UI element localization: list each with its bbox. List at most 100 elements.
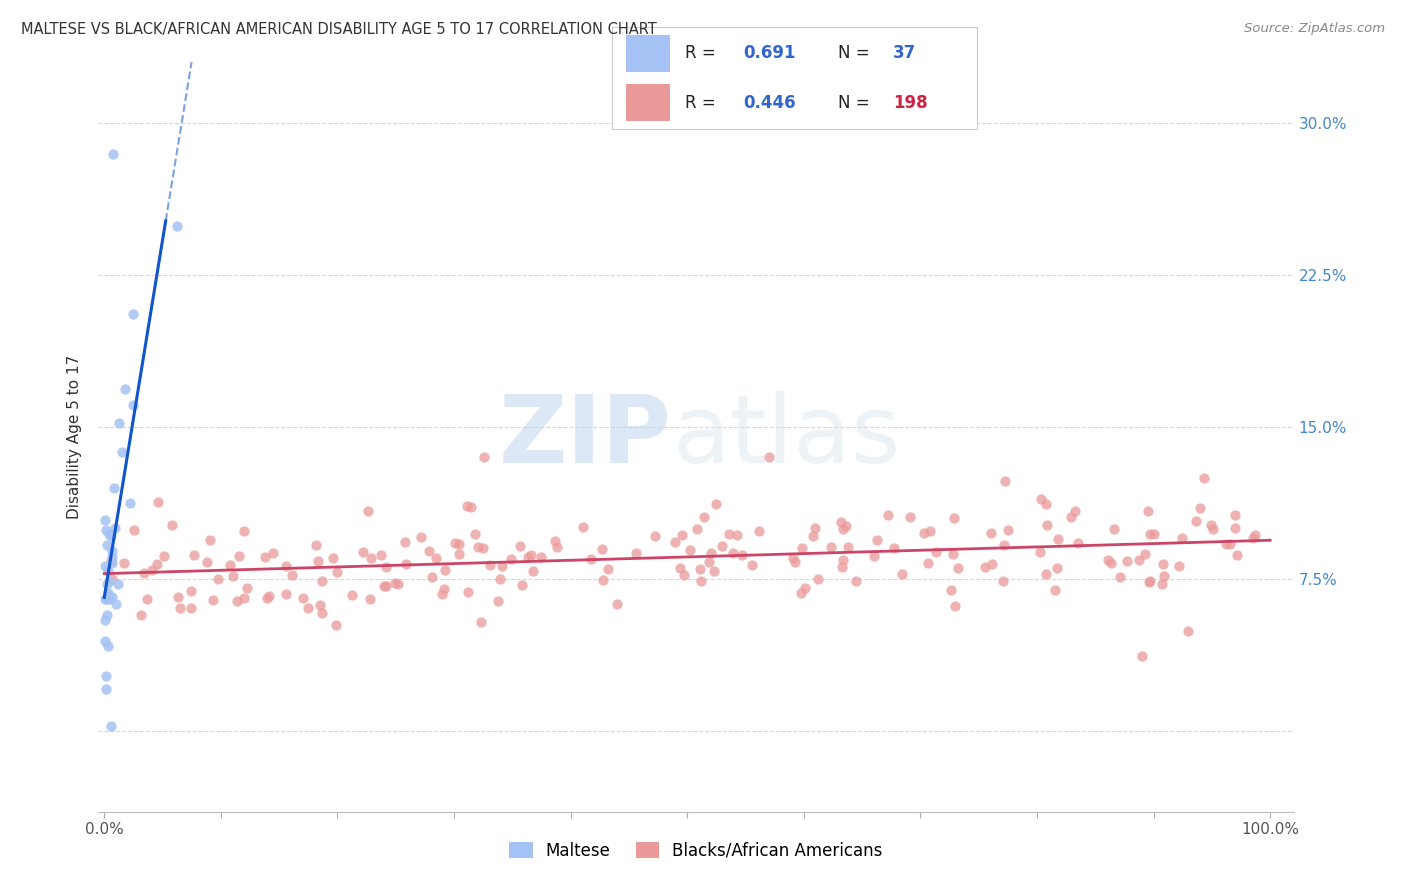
Text: 198: 198: [893, 94, 928, 112]
Point: [297, 600, 319, 615]
Point: [1046, 561, 1069, 575]
Point: [717, 527, 740, 541]
Point: [1133, 547, 1156, 561]
Point: [699, 546, 721, 560]
Point: [1130, 648, 1153, 663]
Point: [97, 588, 120, 602]
Point: [103, 481, 125, 495]
Point: [219, 558, 242, 572]
Point: [704, 497, 727, 511]
Point: [198, 533, 221, 547]
Point: [925, 545, 948, 559]
Text: 0.691: 0.691: [744, 45, 796, 62]
Point: [101, 146, 124, 161]
Point: [148, 494, 170, 508]
Point: [464, 526, 486, 541]
Point: [253, 549, 276, 564]
Point: [276, 558, 298, 573]
Point: [912, 525, 935, 540]
Point: [433, 582, 456, 597]
Point: [807, 572, 830, 586]
Point: [1097, 552, 1119, 566]
Point: [101, 544, 124, 558]
Point: [1188, 501, 1211, 516]
Point: [1152, 576, 1174, 591]
Point: [134, 566, 156, 581]
Point: [207, 572, 229, 586]
Point: [1116, 554, 1139, 568]
Point: [624, 546, 647, 560]
Point: [918, 524, 941, 538]
Point: [579, 552, 602, 566]
Point: [782, 551, 804, 566]
Point: [1168, 559, 1191, 574]
Point: [96, 537, 118, 551]
Point: [370, 548, 392, 562]
Point: [710, 539, 733, 553]
Point: [669, 561, 692, 575]
Text: N =: N =: [838, 94, 875, 112]
Point: [395, 558, 418, 572]
Point: [112, 556, 135, 570]
Point: [98, 526, 121, 541]
Point: [1215, 537, 1237, 551]
Point: [644, 529, 666, 543]
Point: [307, 554, 329, 568]
Point: [1152, 557, 1174, 571]
Point: [488, 572, 510, 586]
Text: MALTESE VS BLACK/AFRICAN AMERICAN DISABILITY AGE 5 TO 17 CORRELATION CHART: MALTESE VS BLACK/AFRICAN AMERICAN DISABI…: [21, 22, 657, 37]
Point: [326, 565, 349, 579]
Point: [136, 591, 159, 606]
Text: 0.446: 0.446: [744, 94, 796, 112]
Point: [359, 591, 381, 606]
Point: [1202, 522, 1225, 536]
Point: [470, 615, 492, 629]
Text: Source: ZipAtlas.com: Source: ZipAtlas.com: [1244, 22, 1385, 36]
Point: [831, 553, 853, 567]
Point: [748, 524, 770, 539]
Point: [697, 555, 720, 569]
Point: [167, 590, 190, 604]
Point: [837, 540, 859, 554]
Point: [322, 550, 344, 565]
Text: 37: 37: [893, 45, 917, 62]
Point: [862, 549, 884, 563]
Point: [94, 513, 117, 527]
Point: [783, 555, 806, 569]
Point: [357, 504, 380, 518]
Point: [510, 578, 533, 592]
Point: [1223, 508, 1246, 523]
Point: [686, 522, 709, 536]
Point: [792, 541, 814, 555]
Point: [741, 558, 763, 573]
Point: [387, 576, 409, 591]
Point: [758, 450, 780, 465]
Point: [1244, 527, 1267, 541]
Text: R =: R =: [685, 45, 721, 62]
Point: [591, 541, 613, 556]
Point: [606, 597, 628, 611]
Point: [1047, 532, 1070, 546]
Point: [804, 521, 827, 535]
Point: [146, 558, 169, 572]
Point: [122, 307, 145, 321]
Point: [257, 590, 280, 604]
Point: [517, 549, 540, 564]
Point: [472, 450, 495, 464]
Point: [994, 474, 1017, 488]
Point: [980, 525, 1002, 540]
Point: [221, 568, 243, 582]
Point: [420, 570, 443, 584]
Point: [946, 560, 969, 574]
Point: [721, 546, 744, 560]
Point: [491, 559, 513, 574]
Point: [801, 529, 824, 543]
Point: [1243, 531, 1265, 545]
Point: [430, 587, 453, 601]
Point: [693, 509, 716, 524]
Point: [97, 564, 120, 578]
Point: [201, 593, 224, 607]
Point: [1035, 566, 1057, 581]
Point: [981, 557, 1004, 571]
Point: [1137, 574, 1160, 589]
